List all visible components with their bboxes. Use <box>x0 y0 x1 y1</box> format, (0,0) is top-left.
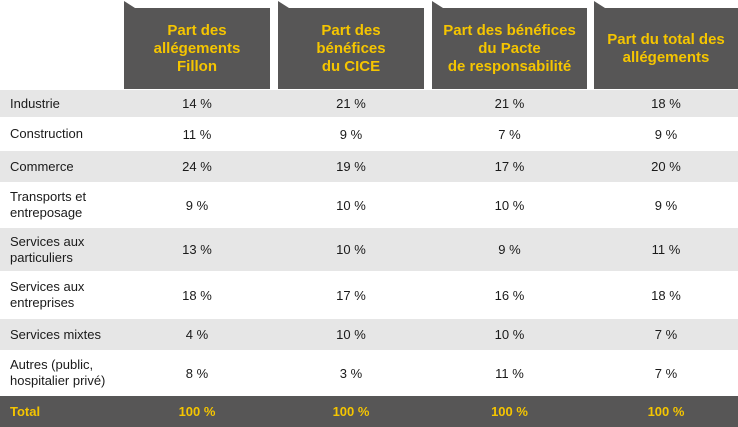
cell-cice: 100 % <box>332 404 370 419</box>
table-row-transports: Transports et entreposage 9 % 10 % 10 % … <box>0 182 738 228</box>
cell-total: 7 % <box>654 365 678 381</box>
cell-pacte: 21 % <box>494 96 525 111</box>
row-label: Construction <box>10 126 83 141</box>
table-row-services-entreprises: Services aux entreprises 18 % 17 % 16 % … <box>0 271 738 319</box>
row-label: Autres (public, hospitalier privé) <box>10 357 106 388</box>
cell-total: 18 % <box>651 96 681 111</box>
cell-pacte: 16 % <box>494 287 525 303</box>
cell-pacte: 17 % <box>494 159 525 174</box>
cell-total: 7 % <box>654 327 678 342</box>
cell-total: 11 % <box>651 242 681 257</box>
row-label: Services aux particuliers <box>10 233 85 265</box>
column-header-label: Part des bénéfices du CICE <box>316 21 386 75</box>
row-label: Total <box>10 403 41 419</box>
cell-fillon: 4 % <box>185 327 209 342</box>
cell-pacte: 7 % <box>498 126 521 142</box>
cell-cice: 10 % <box>336 327 366 342</box>
cell-cice: 3 % <box>339 365 363 381</box>
table-row-industrie: Industrie 14 % 21 % 21 % 18 % <box>0 90 738 117</box>
table-row-autres: Autres (public, hospitalier privé) 8 % 3… <box>0 350 738 396</box>
row-label: Services aux entreprises <box>10 279 85 310</box>
cell-fillon: 14 % <box>182 96 212 111</box>
row-label: Services mixtes <box>10 326 102 342</box>
cell-total: 20 % <box>651 159 681 174</box>
cell-cice: 10 % <box>336 242 366 257</box>
cell-pacte: 100 % <box>491 404 528 419</box>
column-header-label: Part du total des allégements <box>607 30 725 66</box>
column-header-label: Part des bénéfices du Pacte de responsab… <box>443 21 576 75</box>
column-header-fillon: Part des allégements Fillon <box>124 1 270 89</box>
cell-pacte: 9 % <box>498 242 521 257</box>
cell-total: 100 % <box>647 404 685 419</box>
cell-cice: 21 % <box>336 96 366 111</box>
row-label: Transports et entreposage <box>10 189 87 220</box>
cell-cice: 17 % <box>336 287 366 303</box>
column-header-cice: Part des bénéfices du CICE <box>278 1 424 89</box>
column-header-pacte: Part des bénéfices du Pacte de responsab… <box>432 1 587 89</box>
cell-total: 9 % <box>654 197 678 213</box>
table-row-services-particuliers: Services aux particuliers 13 % 10 % 9 % … <box>0 228 738 271</box>
cell-fillon: 8 % <box>185 365 209 381</box>
cell-fillon: 100 % <box>178 404 216 419</box>
cell-cice: 19 % <box>336 159 366 174</box>
column-header-total: Part du total des allégements <box>594 1 738 89</box>
cell-fillon: 13 % <box>182 242 212 257</box>
cell-fillon: 24 % <box>182 159 212 174</box>
table-row-services-mixtes: Services mixtes 4 % 10 % 10 % 7 % <box>0 319 738 350</box>
cell-pacte: 10 % <box>494 197 525 213</box>
cell-total: 9 % <box>654 126 678 142</box>
cell-cice: 10 % <box>336 197 366 213</box>
table-row-commerce: Commerce 24 % 19 % 17 % 20 % <box>0 151 738 182</box>
cell-total: 18 % <box>651 287 681 303</box>
cell-pacte: 11 % <box>495 365 524 381</box>
row-label: Industrie <box>10 95 60 111</box>
cell-fillon: 11 % <box>182 126 212 142</box>
column-header-label: Part des allégements Fillon <box>153 21 241 75</box>
table-row-construction: Construction 11 % 9 % 7 % 9 % <box>0 117 738 151</box>
cell-fillon: 18 % <box>182 287 212 303</box>
cell-pacte: 10 % <box>494 327 525 342</box>
cell-cice: 9 % <box>339 126 363 142</box>
row-label: Commerce <box>10 158 74 174</box>
table-row-total: Total 100 % 100 % 100 % 100 % <box>0 396 738 427</box>
cell-fillon: 9 % <box>185 197 209 213</box>
